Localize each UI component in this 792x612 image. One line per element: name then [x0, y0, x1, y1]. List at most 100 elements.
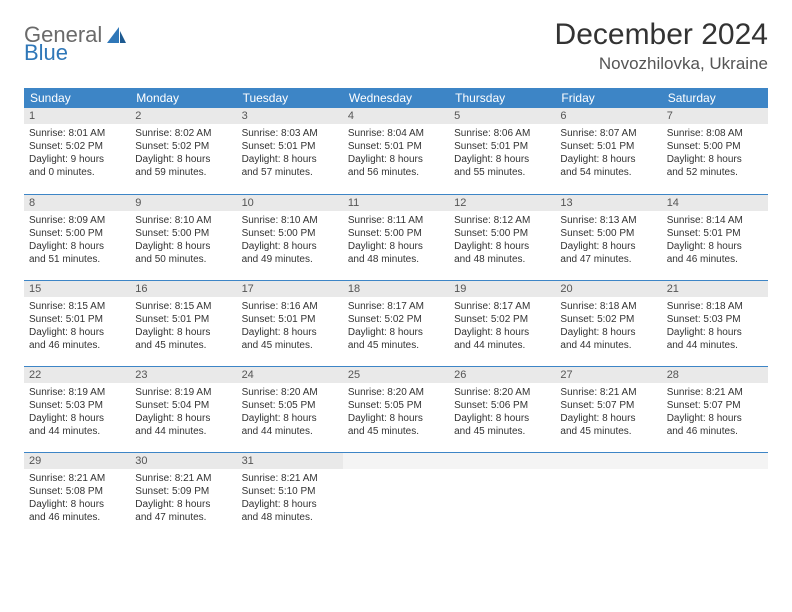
- calendar-day-cell: 14Sunrise: 8:14 AMSunset: 5:01 PMDayligh…: [662, 194, 768, 280]
- day-line-ss: Sunset: 5:09 PM: [135, 485, 231, 498]
- day-line-d2: and 47 minutes.: [560, 253, 656, 266]
- page-title: December 2024: [555, 18, 768, 52]
- day-line-d1: Daylight: 8 hours: [348, 240, 444, 253]
- day-line-sr: Sunrise: 8:21 AM: [135, 472, 231, 485]
- day-line-ss: Sunset: 5:02 PM: [348, 313, 444, 326]
- calendar-day-cell: 19Sunrise: 8:17 AMSunset: 5:02 PMDayligh…: [449, 280, 555, 366]
- day-number: 10: [237, 195, 343, 211]
- calendar-week-row: 22Sunrise: 8:19 AMSunset: 5:03 PMDayligh…: [24, 366, 768, 452]
- calendar-day-cell: 16Sunrise: 8:15 AMSunset: 5:01 PMDayligh…: [130, 280, 236, 366]
- day-number: 24: [237, 367, 343, 383]
- day-line-d2: and 48 minutes.: [242, 511, 338, 524]
- weekday-header-row: Sunday Monday Tuesday Wednesday Thursday…: [24, 88, 768, 108]
- weekday-header: Tuesday: [237, 88, 343, 108]
- calendar-day-cell: 25Sunrise: 8:20 AMSunset: 5:05 PMDayligh…: [343, 366, 449, 452]
- calendar-day-cell: 12Sunrise: 8:12 AMSunset: 5:00 PMDayligh…: [449, 194, 555, 280]
- day-line-d1: Daylight: 8 hours: [560, 412, 656, 425]
- day-line-sr: Sunrise: 8:15 AM: [29, 300, 125, 313]
- calendar-day-cell: 1Sunrise: 8:01 AMSunset: 5:02 PMDaylight…: [24, 108, 130, 194]
- day-body: Sunrise: 8:06 AMSunset: 5:01 PMDaylight:…: [449, 124, 555, 182]
- day-line-sr: Sunrise: 8:17 AM: [454, 300, 550, 313]
- day-line-sr: Sunrise: 8:18 AM: [667, 300, 763, 313]
- day-line-d1: Daylight: 8 hours: [242, 153, 338, 166]
- day-line-sr: Sunrise: 8:20 AM: [348, 386, 444, 399]
- calendar-day-cell: 26Sunrise: 8:20 AMSunset: 5:06 PMDayligh…: [449, 366, 555, 452]
- day-body: Sunrise: 8:10 AMSunset: 5:00 PMDaylight:…: [237, 211, 343, 269]
- calendar-day-cell: 10Sunrise: 8:10 AMSunset: 5:00 PMDayligh…: [237, 194, 343, 280]
- day-line-sr: Sunrise: 8:03 AM: [242, 127, 338, 140]
- day-line-ss: Sunset: 5:00 PM: [242, 227, 338, 240]
- day-number: 27: [555, 367, 661, 383]
- day-line-sr: Sunrise: 8:11 AM: [348, 214, 444, 227]
- day-number: 31: [237, 453, 343, 469]
- day-line-ss: Sunset: 5:05 PM: [348, 399, 444, 412]
- day-body: Sunrise: 8:21 AMSunset: 5:08 PMDaylight:…: [24, 469, 130, 527]
- day-body: Sunrise: 8:21 AMSunset: 5:07 PMDaylight:…: [555, 383, 661, 441]
- day-number: 7: [662, 108, 768, 124]
- day-line-d2: and 45 minutes.: [135, 339, 231, 352]
- day-line-ss: Sunset: 5:00 PM: [560, 227, 656, 240]
- day-body: Sunrise: 8:17 AMSunset: 5:02 PMDaylight:…: [343, 297, 449, 355]
- day-line-d1: Daylight: 8 hours: [667, 326, 763, 339]
- day-line-d1: Daylight: 8 hours: [29, 240, 125, 253]
- day-body: Sunrise: 8:14 AMSunset: 5:01 PMDaylight:…: [662, 211, 768, 269]
- day-line-d1: Daylight: 8 hours: [667, 412, 763, 425]
- day-number: 12: [449, 195, 555, 211]
- day-line-d1: Daylight: 8 hours: [242, 240, 338, 253]
- calendar-day-cell: 27Sunrise: 8:21 AMSunset: 5:07 PMDayligh…: [555, 366, 661, 452]
- day-body: Sunrise: 8:20 AMSunset: 5:06 PMDaylight:…: [449, 383, 555, 441]
- day-line-ss: Sunset: 5:00 PM: [135, 227, 231, 240]
- day-number: 1: [24, 108, 130, 124]
- day-number: 5: [449, 108, 555, 124]
- day-number: [343, 453, 449, 469]
- day-line-d1: Daylight: 8 hours: [135, 240, 231, 253]
- day-body: Sunrise: 8:02 AMSunset: 5:02 PMDaylight:…: [130, 124, 236, 182]
- day-line-sr: Sunrise: 8:01 AM: [29, 127, 125, 140]
- calendar-day-cell: 8Sunrise: 8:09 AMSunset: 5:00 PMDaylight…: [24, 194, 130, 280]
- day-line-ss: Sunset: 5:05 PM: [242, 399, 338, 412]
- day-line-ss: Sunset: 5:10 PM: [242, 485, 338, 498]
- day-line-sr: Sunrise: 8:21 AM: [29, 472, 125, 485]
- day-number: 16: [130, 281, 236, 297]
- day-line-d1: Daylight: 8 hours: [29, 498, 125, 511]
- day-number: 14: [662, 195, 768, 211]
- day-line-sr: Sunrise: 8:10 AM: [135, 214, 231, 227]
- day-body: Sunrise: 8:19 AMSunset: 5:03 PMDaylight:…: [24, 383, 130, 441]
- calendar-day-cell: 4Sunrise: 8:04 AMSunset: 5:01 PMDaylight…: [343, 108, 449, 194]
- weekday-header: Monday: [130, 88, 236, 108]
- day-line-d2: and 45 minutes.: [242, 339, 338, 352]
- day-body: Sunrise: 8:19 AMSunset: 5:04 PMDaylight:…: [130, 383, 236, 441]
- day-line-ss: Sunset: 5:02 PM: [454, 313, 550, 326]
- day-line-ss: Sunset: 5:00 PM: [667, 140, 763, 153]
- day-body: Sunrise: 8:01 AMSunset: 5:02 PMDaylight:…: [24, 124, 130, 182]
- day-line-d2: and 59 minutes.: [135, 166, 231, 179]
- day-line-d1: Daylight: 8 hours: [348, 153, 444, 166]
- header: General December 2024 Novozhilovka, Ukra…: [24, 18, 768, 74]
- day-line-sr: Sunrise: 8:15 AM: [135, 300, 231, 313]
- logo-sail-icon: [106, 25, 128, 45]
- calendar-day-cell: 9Sunrise: 8:10 AMSunset: 5:00 PMDaylight…: [130, 194, 236, 280]
- day-line-d2: and 44 minutes.: [667, 339, 763, 352]
- day-line-d1: Daylight: 8 hours: [242, 412, 338, 425]
- day-line-d2: and 54 minutes.: [560, 166, 656, 179]
- day-body: Sunrise: 8:12 AMSunset: 5:00 PMDaylight:…: [449, 211, 555, 269]
- day-line-sr: Sunrise: 8:12 AM: [454, 214, 550, 227]
- calendar-week-row: 8Sunrise: 8:09 AMSunset: 5:00 PMDaylight…: [24, 194, 768, 280]
- day-line-d1: Daylight: 8 hours: [29, 326, 125, 339]
- day-line-ss: Sunset: 5:01 PM: [667, 227, 763, 240]
- calendar-day-cell: 30Sunrise: 8:21 AMSunset: 5:09 PMDayligh…: [130, 452, 236, 538]
- day-line-d1: Daylight: 8 hours: [135, 412, 231, 425]
- day-number: 25: [343, 367, 449, 383]
- day-line-d2: and 55 minutes.: [454, 166, 550, 179]
- day-line-d2: and 44 minutes.: [454, 339, 550, 352]
- day-line-d2: and 49 minutes.: [242, 253, 338, 266]
- day-number: 3: [237, 108, 343, 124]
- day-line-d1: Daylight: 8 hours: [454, 240, 550, 253]
- day-line-sr: Sunrise: 8:02 AM: [135, 127, 231, 140]
- weekday-header: Friday: [555, 88, 661, 108]
- day-line-d1: Daylight: 8 hours: [135, 498, 231, 511]
- day-line-d2: and 0 minutes.: [29, 166, 125, 179]
- day-body: Sunrise: 8:03 AMSunset: 5:01 PMDaylight:…: [237, 124, 343, 182]
- day-line-sr: Sunrise: 8:21 AM: [242, 472, 338, 485]
- day-line-sr: Sunrise: 8:06 AM: [454, 127, 550, 140]
